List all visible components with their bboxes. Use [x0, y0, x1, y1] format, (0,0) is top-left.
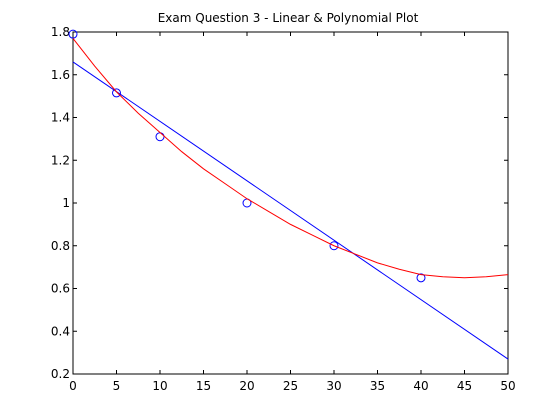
x-tick-label: 20	[239, 379, 254, 393]
x-tick-label: 15	[196, 379, 211, 393]
x-tick-label: 35	[370, 379, 385, 393]
y-tick-label: 1.6	[51, 68, 70, 82]
y-tick-label: 1.2	[51, 153, 70, 167]
x-tick-label: 25	[283, 379, 298, 393]
data-point-marker	[68, 29, 78, 39]
y-tick-label: 1	[62, 196, 70, 210]
x-tick-label: 45	[457, 379, 472, 393]
x-tick-label: 10	[152, 379, 167, 393]
polynomial-fit-curve	[72, 38, 509, 279]
y-tick-label: 0.8	[51, 239, 70, 253]
data-point-marker	[416, 273, 426, 283]
y-tick-label: 0.2	[51, 367, 70, 381]
y-tick-label: 1.8	[51, 25, 70, 39]
linear-fit-line	[72, 61, 509, 360]
x-tick-label: 50	[500, 379, 515, 393]
y-tick-label: 0.6	[51, 282, 70, 296]
y-tick-label: 1.4	[51, 111, 70, 125]
x-tick-label: 30	[326, 379, 341, 393]
chart-title: Exam Question 3 - Linear & Polynomial Pl…	[158, 11, 419, 25]
x-axis: 0 5 10 15 20 25 30 35 40 45 50	[69, 32, 516, 393]
x-tick-label: 5	[113, 379, 121, 393]
series-layer	[68, 29, 509, 360]
y-axis: 0.2 0.4 0.6 0.8 1 1.2 1.4 1.6 1.8	[51, 25, 508, 381]
plot-area: 0 5 10 15 20 25 30 35 40 45 50 0.2 0.4 0.6 0.8 1 1.2 1.4…	[51, 25, 516, 393]
y-tick-label: 0.4	[51, 324, 70, 338]
x-tick-label: 40	[413, 379, 428, 393]
data-point-marker	[329, 241, 339, 251]
x-tick-label: 0	[69, 379, 77, 393]
axes-box	[72, 31, 509, 375]
data-point-marker	[112, 88, 121, 98]
